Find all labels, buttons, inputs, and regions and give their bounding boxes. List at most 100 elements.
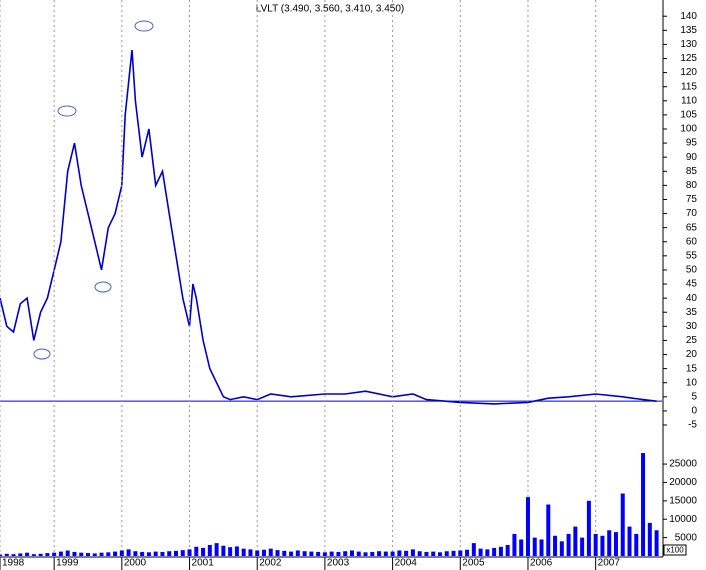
volume-bar bbox=[146, 552, 151, 556]
volume-bar bbox=[0, 554, 2, 556]
volume-bar bbox=[390, 551, 395, 556]
volume-bar bbox=[58, 551, 63, 556]
volume-bar bbox=[173, 550, 178, 556]
chart-title: LVLT (3.490, 3.560, 3.410, 3.450) bbox=[256, 4, 404, 15]
y-tick-label: 65 bbox=[686, 222, 698, 233]
volume-bar bbox=[201, 547, 206, 556]
volume-bar bbox=[160, 551, 165, 556]
y-tick-label: 105 bbox=[680, 110, 697, 121]
volume-bar bbox=[221, 545, 226, 556]
volume-bar bbox=[11, 554, 16, 556]
y-tick-label: 45 bbox=[686, 279, 698, 290]
x-tick-label: 2001 bbox=[192, 558, 215, 569]
y-tick-label: 70 bbox=[686, 208, 698, 219]
volume-bar bbox=[607, 530, 612, 556]
y-tick-label: 115 bbox=[681, 81, 697, 92]
volume-bar bbox=[255, 550, 260, 556]
volume-bar bbox=[25, 552, 30, 556]
volume-bar bbox=[573, 526, 578, 556]
y-tick-label: 20000 bbox=[669, 477, 697, 488]
y-tick-label: 55 bbox=[686, 250, 698, 261]
volume-bar bbox=[106, 552, 111, 556]
volume-bar bbox=[512, 533, 517, 556]
y-tick-label: 110 bbox=[681, 95, 697, 106]
volume-bar bbox=[498, 546, 503, 556]
volume-bar bbox=[4, 553, 9, 556]
volume-bar bbox=[478, 548, 483, 556]
x-tick-label: 2006 bbox=[530, 558, 553, 569]
volume-bar bbox=[363, 552, 368, 556]
volume-bar bbox=[546, 504, 551, 556]
y-tick-label: 5 bbox=[691, 391, 697, 402]
volume-bar bbox=[404, 550, 409, 556]
volume-bar bbox=[600, 535, 605, 556]
volume-bar bbox=[194, 546, 199, 556]
volume-bar bbox=[383, 551, 388, 556]
volume-bar bbox=[167, 551, 172, 556]
y-tick-label: 30 bbox=[686, 321, 698, 332]
x-tick-label: 2000 bbox=[124, 558, 147, 569]
y-tick-label: 20 bbox=[686, 349, 698, 360]
volume-bar bbox=[451, 550, 456, 556]
volume-bar bbox=[275, 550, 280, 556]
volume-bar bbox=[234, 546, 239, 556]
y-tick-label: 10000 bbox=[669, 514, 697, 525]
volume-bar bbox=[559, 541, 564, 556]
volume-bar bbox=[52, 552, 57, 556]
y-tick-label: 125 bbox=[680, 53, 697, 64]
volume-bar bbox=[620, 493, 625, 556]
y-tick-label: 95 bbox=[686, 138, 698, 149]
volume-bar bbox=[431, 551, 436, 556]
volume-bar bbox=[329, 551, 334, 556]
volume-bar bbox=[38, 553, 43, 556]
volume-bar bbox=[228, 547, 233, 556]
volume-bar bbox=[85, 553, 90, 556]
volume-bar bbox=[31, 554, 36, 556]
y-tick-label: 0 bbox=[691, 406, 697, 417]
unit-label-box bbox=[663, 544, 687, 556]
y-tick-label: 85 bbox=[686, 166, 698, 177]
volume-bar bbox=[532, 537, 537, 556]
volume-bar bbox=[593, 533, 598, 556]
volume-bar bbox=[268, 548, 273, 556]
volume-bar bbox=[99, 552, 104, 556]
volume-bar bbox=[302, 551, 307, 556]
volume-bar bbox=[505, 544, 510, 556]
y-tick-label: 50 bbox=[686, 265, 698, 276]
volume-bar bbox=[586, 500, 591, 556]
volume-bar bbox=[92, 553, 97, 556]
y-tick-label: 60 bbox=[686, 236, 698, 247]
volume-bar bbox=[316, 551, 321, 556]
y-tick-label: -5 bbox=[688, 420, 697, 431]
volume-bar bbox=[289, 551, 294, 556]
y-tick-label: 140 bbox=[680, 11, 697, 22]
volume-bar bbox=[261, 549, 266, 556]
volume-bar bbox=[458, 550, 463, 556]
volume-bar bbox=[485, 549, 490, 556]
y-tick-label: 25000 bbox=[669, 459, 697, 470]
volume-bar bbox=[465, 549, 470, 556]
volume-bar bbox=[140, 551, 145, 556]
volume-bar bbox=[214, 543, 219, 556]
volume-bar bbox=[647, 522, 652, 556]
volume-bar bbox=[580, 537, 585, 556]
volume-bar bbox=[126, 549, 131, 556]
x-tick-label: 1998 bbox=[2, 558, 25, 569]
volume-bar bbox=[207, 544, 212, 556]
y-tick-label: 25 bbox=[686, 335, 698, 346]
y-tick-label: 130 bbox=[680, 39, 697, 50]
volume-bar bbox=[187, 549, 192, 556]
volume-bar bbox=[519, 539, 524, 556]
y-tick-label: 100 bbox=[680, 124, 697, 135]
volume-bar bbox=[133, 551, 138, 556]
volume-bar bbox=[295, 550, 300, 556]
volume-bar bbox=[356, 551, 361, 556]
volume-bar bbox=[18, 553, 23, 556]
volume-bar bbox=[492, 547, 497, 556]
volume-bar bbox=[471, 543, 476, 556]
y-tick-label: 10 bbox=[686, 377, 698, 388]
volume-bar bbox=[641, 453, 646, 556]
volume-bar bbox=[424, 551, 429, 556]
volume-bar bbox=[248, 549, 253, 556]
x-tick-label: 2007 bbox=[598, 558, 621, 569]
